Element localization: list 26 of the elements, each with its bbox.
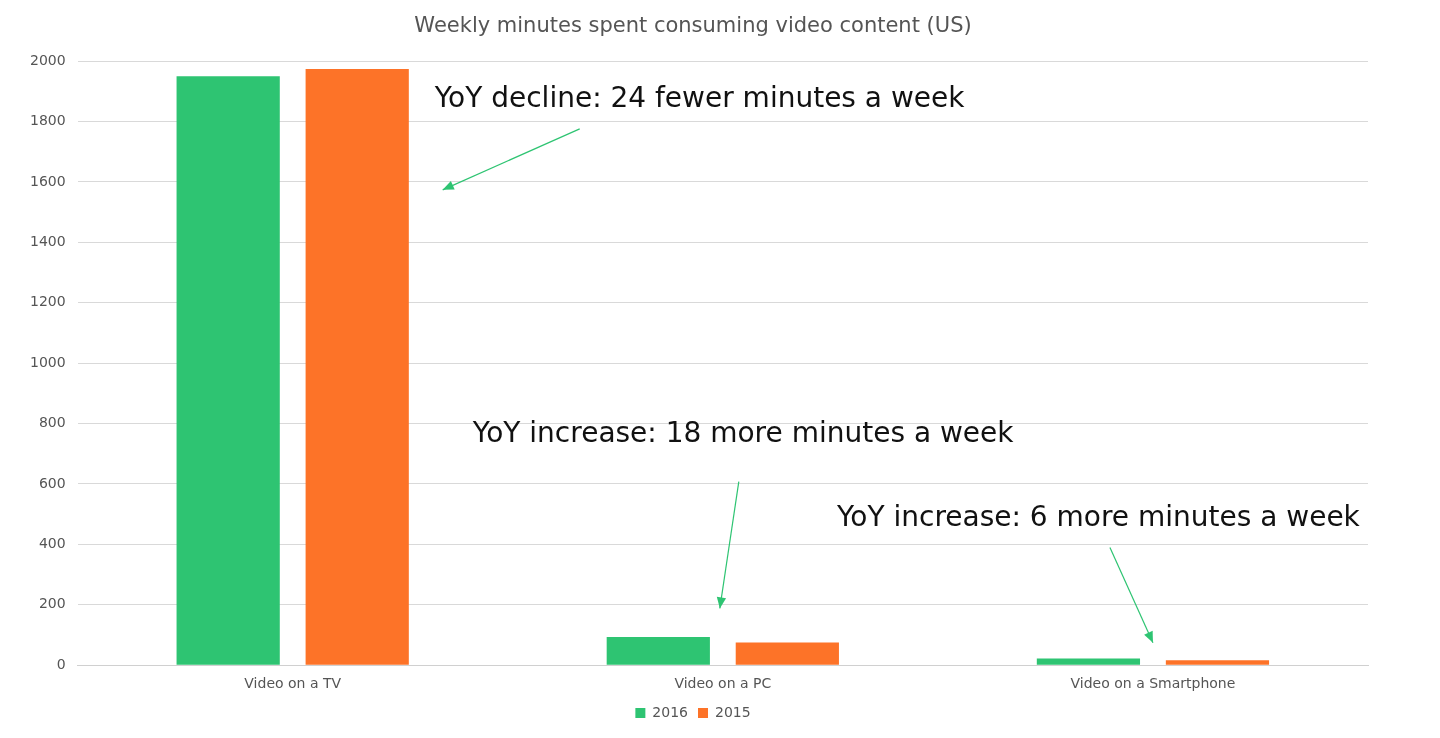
y-tick-label: 200 [38,595,66,612]
legend-label: 2015 [715,703,751,720]
x-tick-label: Video on a PC [674,675,772,692]
bar [1036,658,1141,665]
annotation: YoY decline: 24 fewer minutes a week [433,81,966,115]
bar [176,76,280,665]
x-tick-label: Video on a Smartphone [1070,675,1236,692]
x-tick-label: Video on a TV [244,675,342,692]
y-tick-label: 2000 [29,51,66,68]
y-tick-label: 1200 [29,293,66,310]
annotation: YoY increase: 6 more minutes a week [835,499,1361,533]
annotation: YoY increase: 18 more minutes a week [471,416,1015,450]
y-tick-label: 1800 [29,112,66,129]
bar [735,642,839,665]
legend-label: 2016 [652,703,689,720]
y-tick-label: 0 [56,655,66,672]
bar [606,637,710,665]
bar [1165,660,1270,665]
y-tick-label: 400 [38,535,66,552]
y-tick-label: 800 [38,414,66,431]
chart-title: Weekly minutes spent consuming video content (US) [414,13,972,38]
bar [305,69,409,665]
y-tick-label: 600 [38,474,66,491]
y-tick-label: 1400 [29,233,66,250]
y-tick-label: 1000 [29,353,66,370]
y-tick-label: 1600 [29,172,66,189]
